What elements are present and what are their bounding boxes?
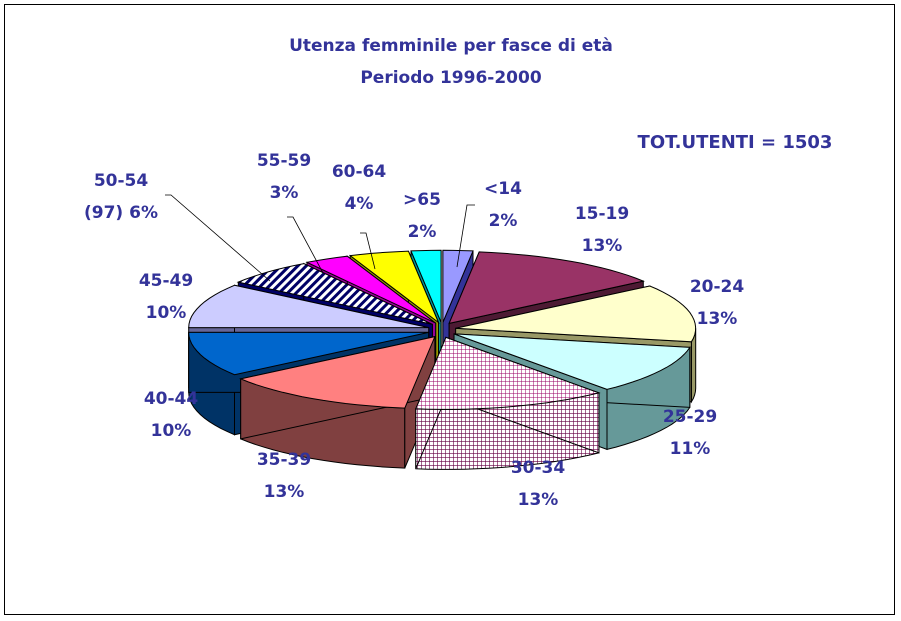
slice-25-29 (453, 333, 691, 390)
pct-40-44: 10% (151, 421, 192, 441)
pct-50-54: (97) 6% (84, 203, 158, 223)
leader-line-lt14 (456, 204, 475, 268)
chart-subtitle: Periodo 1996-2000 (360, 68, 542, 88)
leader-lines (165, 194, 475, 282)
slice-labels: <14 2% 15-19 13% 20-24 13% 25-29 11% 30-… (84, 151, 744, 510)
pct-45-49: 10% (146, 303, 187, 323)
slice-gt65 (410, 249, 442, 323)
slice-45-49 (188, 284, 429, 329)
leader-line-55-59 (287, 216, 324, 274)
label-40-44: 40-44 (144, 389, 199, 409)
label-15-19: 15-19 (575, 204, 629, 224)
slice-60-64 (348, 250, 440, 325)
label-20-24: 20-24 (690, 277, 745, 297)
slice-lt14 (442, 249, 474, 323)
pct-15-19: 13% (582, 236, 623, 256)
pct-20-24: 13% (697, 309, 738, 329)
label-lt14: <14 (484, 179, 522, 199)
label-gt65: >65 (403, 190, 441, 210)
pct-lt14: 2% (489, 211, 518, 231)
pct-60-64: 4% (345, 194, 374, 214)
label-55-59: 55-59 (257, 151, 311, 171)
slice-40-44 (188, 331, 429, 376)
label-50-54: 50-54 (94, 171, 149, 191)
slice-20-24 (455, 285, 697, 343)
slice-55-59 (305, 255, 436, 324)
leader-line-60-64 (360, 232, 376, 270)
pct-55-59: 3% (270, 183, 299, 203)
label-25-29: 25-29 (663, 407, 717, 427)
slice-35-39 (239, 335, 436, 409)
slice-15-19 (448, 251, 645, 325)
pct-35-39: 13% (264, 482, 305, 502)
slice-50-54 (236, 263, 433, 325)
label-35-39: 35-39 (257, 450, 311, 470)
label-45-49: 45-49 (139, 271, 193, 291)
leader-line-50-54 (165, 194, 271, 282)
total-users-annotation: TOT.UTENTI = 1503 (638, 132, 833, 153)
chart-frame: Utenza femminile per fasce di età Period… (4, 4, 895, 615)
pct-30-34: 13% (518, 490, 559, 510)
pct-25-29: 11% (670, 439, 711, 459)
pie-tops (188, 249, 697, 410)
slice-30-34 (415, 336, 601, 410)
label-30-34: 30-34 (511, 458, 566, 478)
label-60-64: 60-64 (332, 162, 387, 182)
pct-gt65: 2% (408, 222, 437, 242)
pie-chart: Utenza femminile per fasce di età Period… (84, 36, 833, 510)
chart-title: Utenza femminile per fasce di età (289, 36, 613, 56)
